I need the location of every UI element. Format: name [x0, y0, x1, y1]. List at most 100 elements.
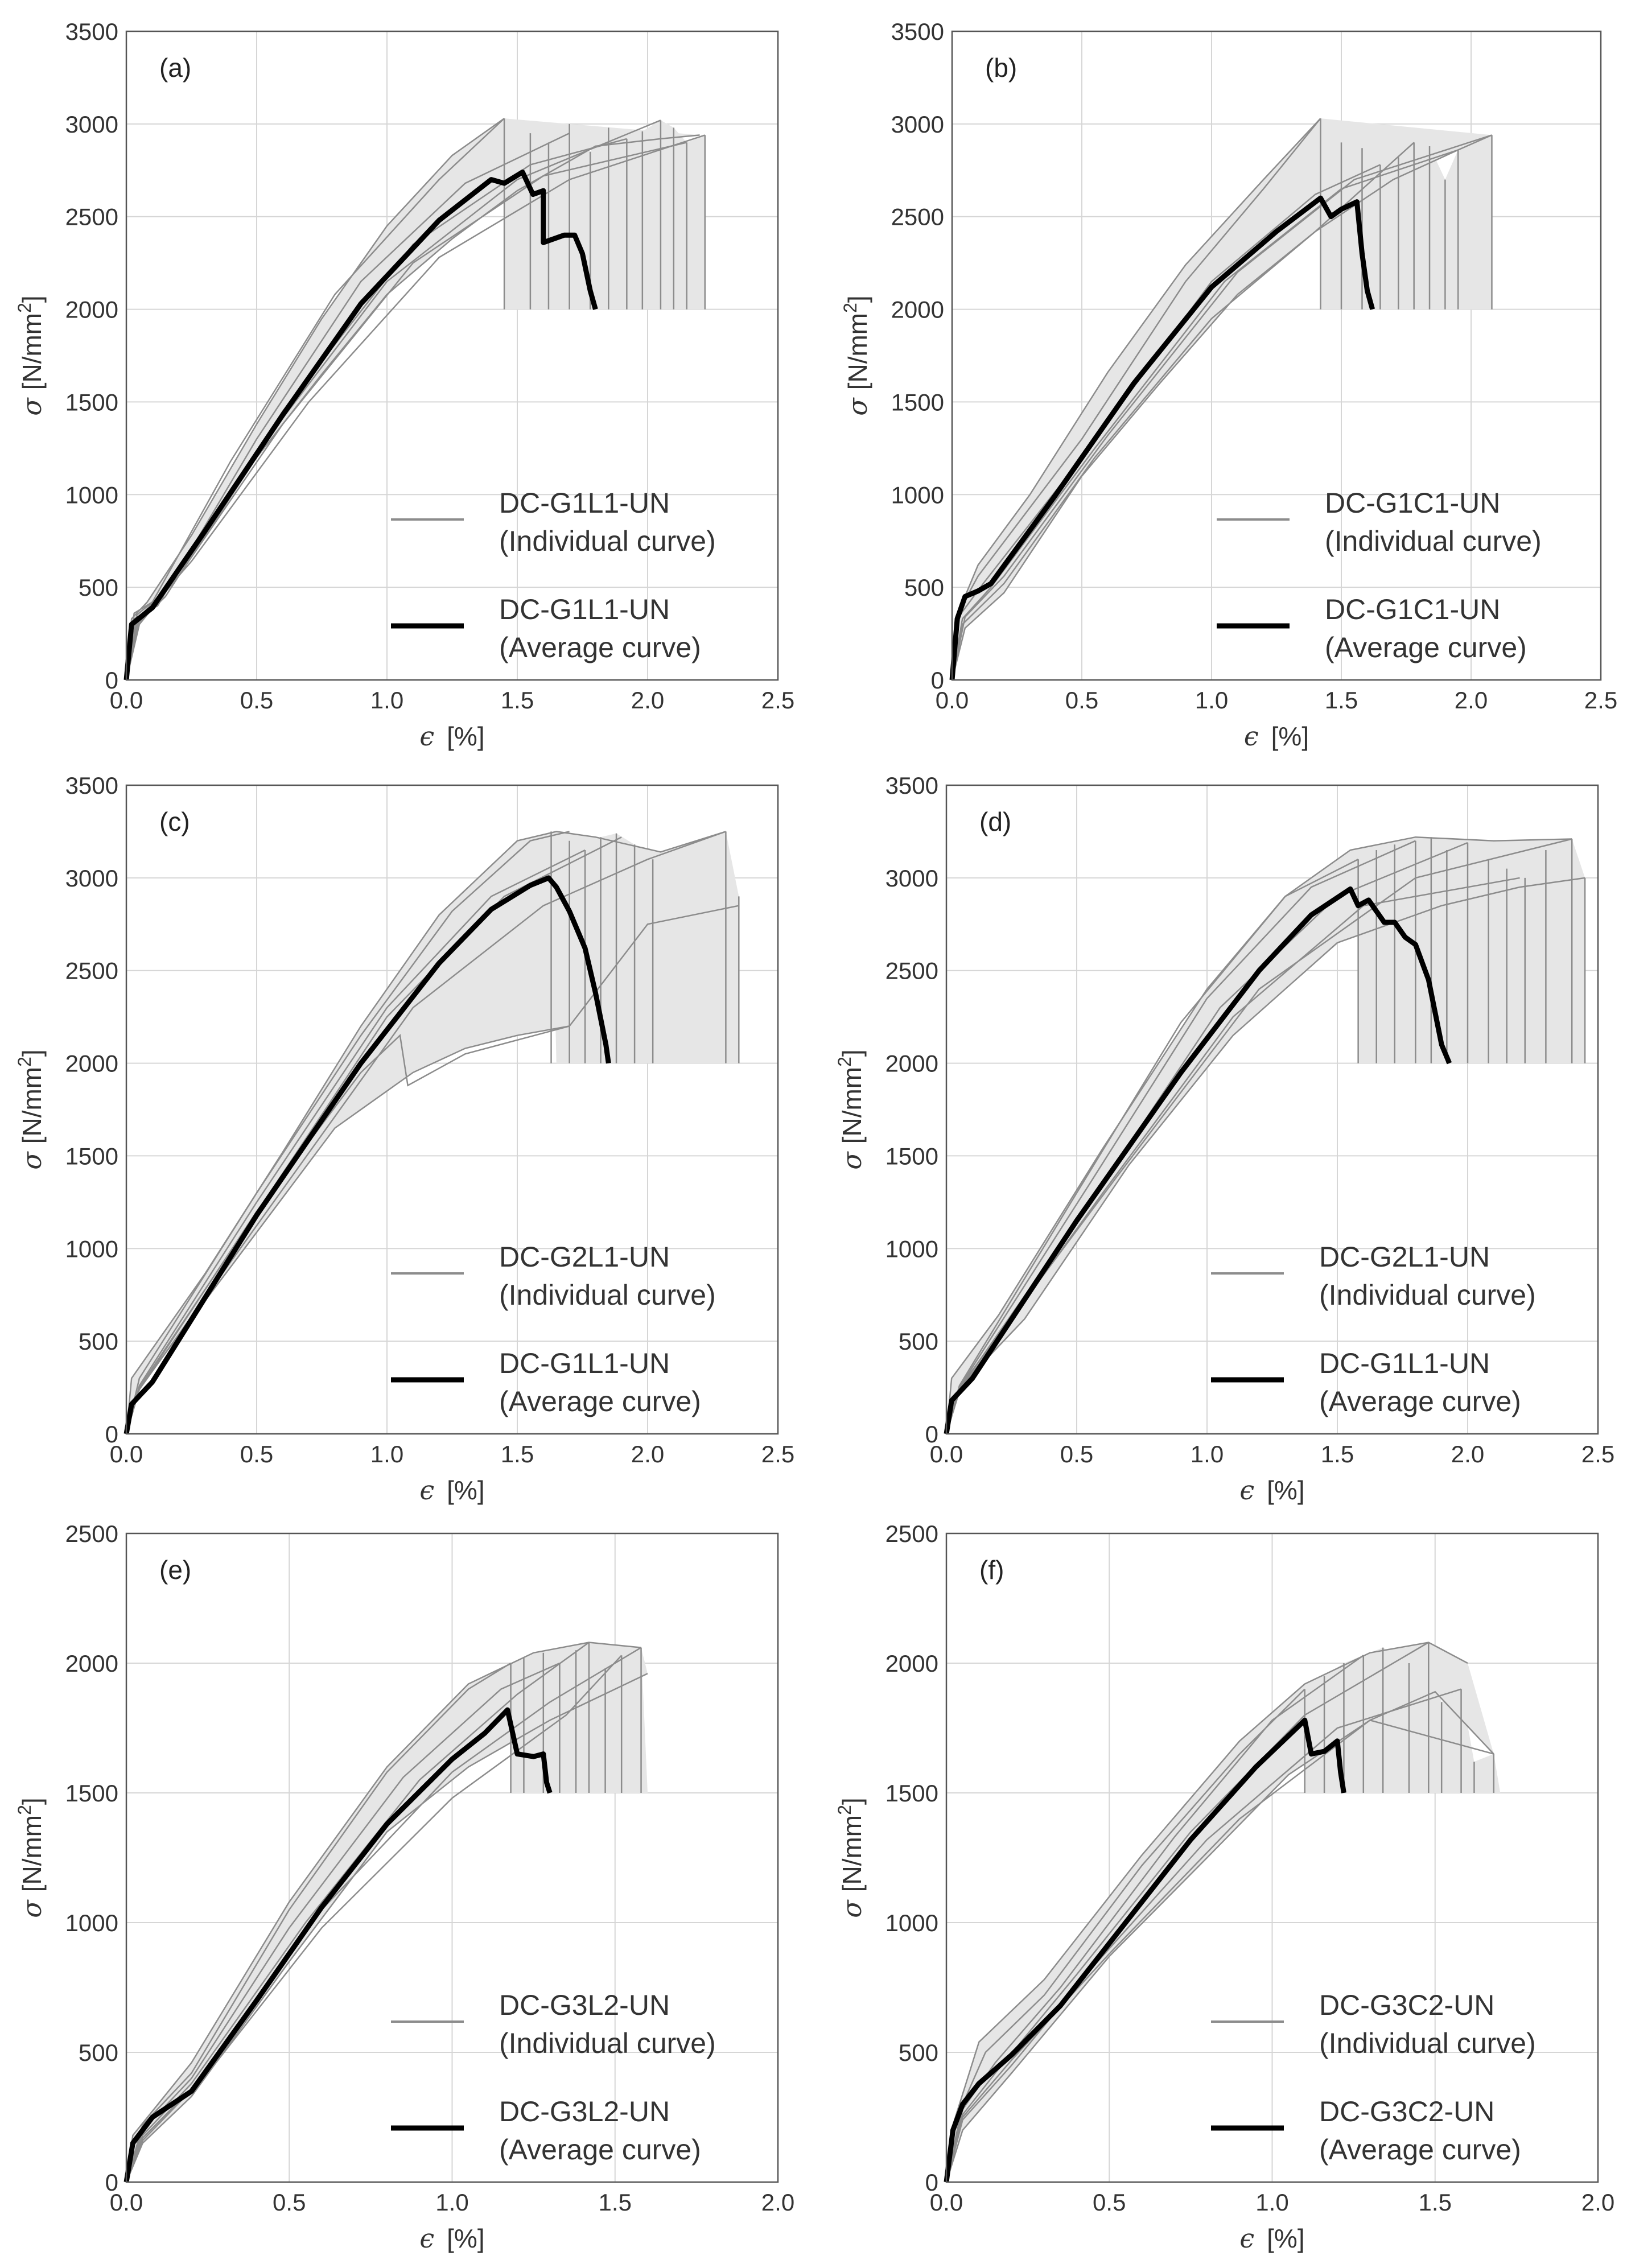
individual-curve	[125, 1655, 623, 2183]
individual-curve	[125, 1642, 590, 2183]
x-tick-label: 1.5	[1321, 1441, 1354, 1467]
average-curve	[123, 875, 611, 1434]
plot-frame	[125, 784, 779, 1435]
x-tick-label: 0.5	[1093, 2189, 1126, 2216]
x-axis-unit: [%]	[447, 721, 484, 751]
legend-average-desc: (Average curve)	[499, 632, 701, 663]
y-axis-symbol: σ	[837, 1899, 867, 1918]
y-axis-label: σ [N/mm2]	[14, 295, 47, 415]
y-axis-unit: [N/mm	[17, 313, 47, 390]
x-tick-label: 1.0	[1191, 1441, 1224, 1467]
panel-label: (e)	[159, 1555, 191, 1585]
individual-curve-lower-envelope	[951, 134, 1493, 681]
y-axis-symbol: σ	[842, 397, 873, 416]
y-tick-label: 3000	[891, 111, 944, 138]
x-tick-label: 2.5	[761, 687, 794, 714]
y-tick-label: 500	[904, 574, 944, 601]
failure-band	[504, 118, 705, 310]
y-tick-label: 2000	[891, 296, 944, 323]
x-tick-label: 1.0	[370, 687, 403, 714]
y-tick-label: 3500	[885, 772, 938, 799]
chart-panel-5: 0.0 0.5 1.0 1.5 2.0 0 500 1000 1500 2000 2500 (e) DC…	[14, 1520, 794, 2254]
individual-curve-upper-envelope	[945, 1642, 1468, 2183]
x-tick-label: 0.0	[110, 1441, 143, 1467]
y-axis-symbol: σ	[17, 1899, 47, 1918]
x-axis-label: ϵ [%]	[419, 2223, 484, 2254]
y-axis-unit: [N/mm	[17, 1815, 47, 1892]
legend-average-desc: (Average curve)	[499, 1385, 701, 1417]
individual-curve	[945, 877, 1520, 1434]
x-axis-label: ϵ [%]	[1239, 1475, 1304, 1506]
individual-curve	[951, 134, 1492, 681]
x-tick-label: 0.0	[930, 1441, 963, 1467]
y-tick-label: 0	[931, 667, 944, 694]
individual-curve-lower-envelope	[945, 1690, 1494, 2183]
panel-label: (a)	[159, 53, 191, 83]
plot-frame	[945, 1532, 1599, 2183]
y-axis-unit-power: 2	[840, 303, 860, 313]
y-tick-label: 0	[925, 2169, 938, 2196]
y-axis-label: σ [N/mm2]	[14, 1049, 47, 1169]
legend-individual-desc: (Individual curve)	[1325, 525, 1542, 557]
x-axis-label: ϵ [%]	[419, 1475, 484, 1506]
legend-individual-name: DC-G3L2-UN	[499, 1989, 670, 2021]
y-axis-unit: [N/mm	[837, 1067, 867, 1144]
x-tick-label: 2.0	[631, 687, 664, 714]
legend-average-desc: (Average curve)	[1325, 632, 1527, 663]
plot-frame	[945, 784, 1599, 1435]
y-axis-symbol: σ	[17, 397, 47, 416]
x-axis-label: ϵ [%]	[1239, 2223, 1304, 2254]
curve-scatter-band	[946, 837, 1585, 1434]
y-tick-label: 3000	[65, 111, 118, 138]
x-axis-unit: [%]	[1267, 1475, 1304, 1505]
failure-band	[1304, 1642, 1501, 1793]
individual-curve	[125, 1662, 512, 2183]
y-tick-label: 500	[79, 2039, 118, 2066]
y-tick-label: 1500	[65, 1143, 118, 1169]
x-tick-label: 1.0	[1195, 687, 1228, 714]
y-tick-label: 1000	[65, 481, 118, 508]
x-tick-label: 0.5	[1065, 687, 1098, 714]
plot-frame	[951, 30, 1602, 681]
y-tick-label: 500	[899, 2039, 938, 2066]
legend-average-name: DC-G1C1-UN	[1325, 593, 1500, 625]
y-tick-label: 1500	[891, 389, 944, 415]
x-tick-label: 2.5	[1584, 687, 1617, 714]
x-axis-symbol: ϵ	[419, 721, 434, 752]
x-tick-label: 0.0	[930, 2189, 963, 2216]
x-tick-label: 1.5	[1325, 687, 1358, 714]
x-tick-label: 0.0	[110, 687, 143, 714]
x-axis-unit: [%]	[447, 2224, 484, 2253]
x-tick-label: 0.5	[273, 2189, 306, 2216]
chart-panel-1: 0.0 0.5 1.0 1.5 2.0 2.5 0 500 1000 1500 2000 2500 30…	[14, 18, 794, 752]
x-tick-label: 0.0	[936, 687, 969, 714]
y-tick-label: 1000	[885, 1235, 938, 1262]
y-tick-label: 2500	[65, 204, 118, 230]
x-tick-label: 2.0	[631, 1441, 664, 1467]
y-tick-label: 0	[925, 1421, 938, 1448]
x-tick-label: 1.5	[501, 1441, 534, 1467]
y-axis-unit-close: ]	[837, 1049, 867, 1057]
y-axis-unit-close: ]	[17, 295, 47, 303]
x-tick-label: 1.5	[599, 2189, 632, 2216]
x-tick-label: 0.5	[1060, 1441, 1093, 1467]
individual-curve	[125, 132, 570, 681]
x-axis-symbol: ϵ	[1239, 2223, 1254, 2254]
chart-panel-2: 0.0 0.5 1.0 1.5 2.0 2.5 0 500 1000 1500 2000 2500 30…	[840, 18, 1617, 752]
plot-area	[952, 31, 1601, 680]
panel-label: (c)	[159, 807, 190, 836]
x-axis-label: ϵ [%]	[1244, 721, 1309, 752]
legend-individual-name: DC-G2L1-UN	[499, 1241, 670, 1273]
failure-band	[510, 1642, 648, 1793]
legend-individual-desc: (Individual curve)	[499, 525, 716, 557]
y-tick-label: 500	[899, 1328, 938, 1355]
x-tick-label: 2.0	[1455, 687, 1488, 714]
curve-scatter-band	[952, 118, 1492, 681]
y-axis-label: σ [N/mm2]	[840, 295, 873, 415]
y-tick-label: 2000	[885, 1050, 938, 1077]
x-tick-label: 0.5	[240, 687, 273, 714]
y-tick-label: 2000	[65, 1650, 118, 1677]
legend-average-name: DC-G1L1-UN	[1319, 1347, 1490, 1379]
legend-individual-desc: (Individual curve)	[499, 2027, 716, 2059]
legend-individual-name: DC-G2L1-UN	[1319, 1241, 1490, 1273]
